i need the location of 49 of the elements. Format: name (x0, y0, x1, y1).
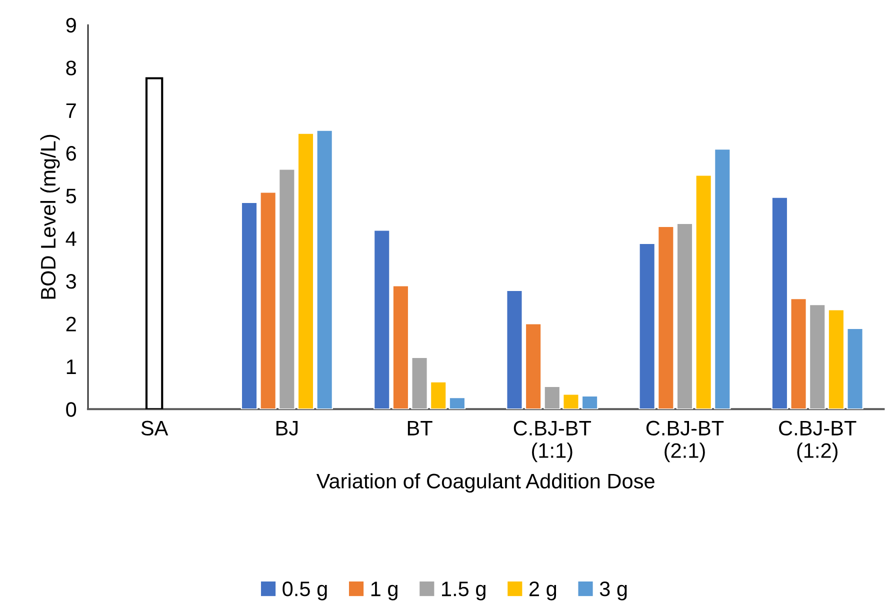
y-tick-label: 3 (66, 274, 76, 289)
y-tick-label: 8 (66, 60, 76, 76)
bar (145, 77, 164, 410)
y-tick-label: 9 (66, 18, 76, 33)
y-tick-label: 0 (66, 402, 76, 417)
bar (790, 298, 807, 410)
y-axis-title: BOD Level (mg/L) (40, 134, 60, 299)
bar (846, 328, 864, 410)
y-tick-label: 6 (66, 146, 76, 161)
bar (828, 309, 845, 410)
y-tick-label: 5 (66, 188, 76, 204)
bar (278, 168, 296, 410)
legend-label: 0.5 g (282, 582, 327, 600)
x-tick-label: C.BJ-BT (1:1) (514, 420, 592, 462)
bar (260, 192, 276, 410)
bar (695, 174, 712, 410)
bar (544, 386, 561, 410)
bar (638, 242, 656, 410)
bar (448, 397, 466, 410)
x-tick-label: SA (141, 420, 168, 436)
bar (581, 395, 598, 410)
bar (297, 132, 314, 410)
bar (392, 285, 410, 410)
y-tick-label: 4 (66, 232, 76, 246)
legend-label: 1 g (371, 582, 398, 600)
y-tick-label: 7 (66, 103, 76, 118)
bar (506, 290, 523, 410)
x-axis-title: Variation of Coagulant Addition Dose (316, 473, 654, 493)
bar (316, 130, 333, 410)
x-tick-label: C.BJ-BT (1:2) (779, 420, 856, 462)
x-tick-label: C.BJ-BT (2:1) (646, 420, 724, 462)
legend-label: 1.5 g (442, 582, 486, 600)
bar (714, 148, 731, 410)
x-tick-label: BJ (276, 420, 298, 436)
bar (658, 226, 674, 410)
bar (676, 222, 694, 410)
y-tick-label: 1 (66, 360, 76, 374)
legend-label: 3 g (600, 582, 627, 600)
x-tick-label: BT (408, 420, 432, 436)
y-tick-label: 2 (66, 316, 76, 332)
bar (808, 304, 826, 410)
bar (373, 230, 390, 410)
bar (430, 381, 447, 410)
bar (240, 202, 258, 410)
bar (524, 323, 542, 410)
bar (562, 394, 580, 410)
bar (411, 356, 428, 410)
legend-label: 2 g (529, 582, 556, 600)
bar (771, 196, 788, 410)
